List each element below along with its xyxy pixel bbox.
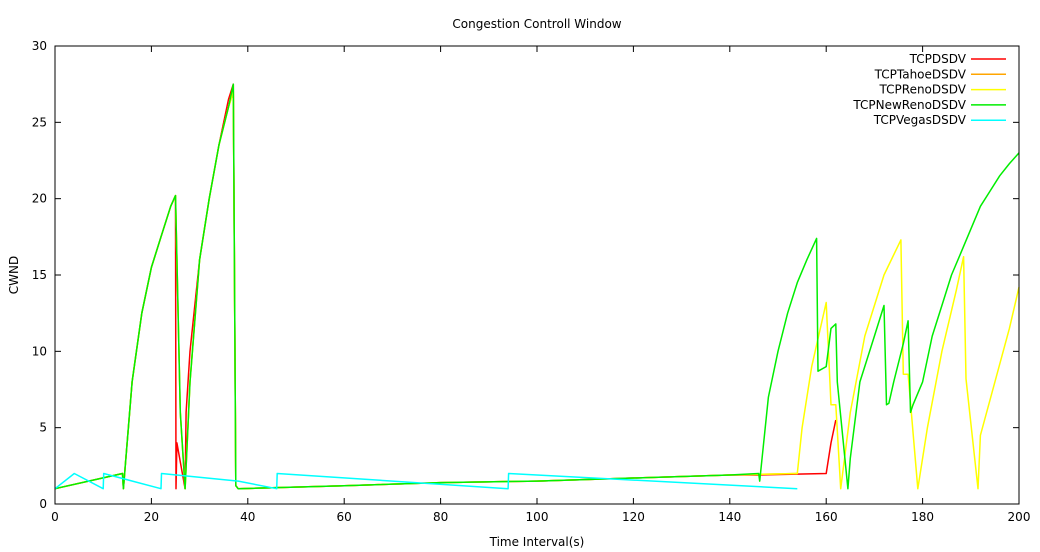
x-tick-label: 20: [144, 510, 159, 524]
series-layer: [54, 83, 1020, 490]
x-tick-label: 140: [718, 510, 741, 524]
y-axis-label: CWND: [7, 256, 21, 294]
legend-label: TCPDSDV: [909, 52, 967, 66]
series-line-tcprenodsdv: [54, 91, 1020, 490]
x-tick-label: 80: [433, 510, 448, 524]
legend-label: TCPTahoeDSDV: [874, 67, 967, 81]
y-tick-label: 15: [32, 268, 47, 282]
x-tick-label: 160: [815, 510, 838, 524]
x-axis-label: Time Interval(s): [489, 535, 585, 549]
y-tick-label: 0: [39, 497, 47, 511]
legend-label: TCPVegasDSDV: [873, 113, 967, 127]
x-tick-label: 120: [622, 510, 645, 524]
plot-frame: [54, 45, 1020, 505]
y-tick-label: 25: [32, 115, 47, 129]
legend-label: TCPRenoDSDV: [879, 83, 967, 97]
x-tick-label: 200: [1008, 510, 1031, 524]
x-tick-label: 40: [240, 510, 255, 524]
y-tick-label: 10: [32, 344, 47, 358]
x-tick-label: 180: [911, 510, 934, 524]
y-tick-label: 30: [32, 39, 47, 53]
ticks-layer: 0 20 40 60 80 100 120 140 160 180 200 0 5 10 15 20 25 30: [32, 39, 1031, 524]
series-line-tcpdsdv: [54, 83, 837, 490]
x-tick-label: 0: [51, 510, 59, 524]
series-line-tcptahoedsdv: [54, 91, 798, 490]
x-tick-label: 100: [526, 510, 549, 524]
chart-title: Congestion Controll Window: [452, 17, 621, 31]
y-tick-label: 5: [39, 421, 47, 435]
x-tick-label: 60: [337, 510, 352, 524]
y-tick-label: 20: [32, 192, 47, 206]
series-line-tcpnewrenodsdv: [54, 83, 1020, 490]
legend-label: TCPNewRenoDSDV: [852, 98, 966, 112]
series-line-tcpvegasdsdv: [54, 472, 798, 490]
